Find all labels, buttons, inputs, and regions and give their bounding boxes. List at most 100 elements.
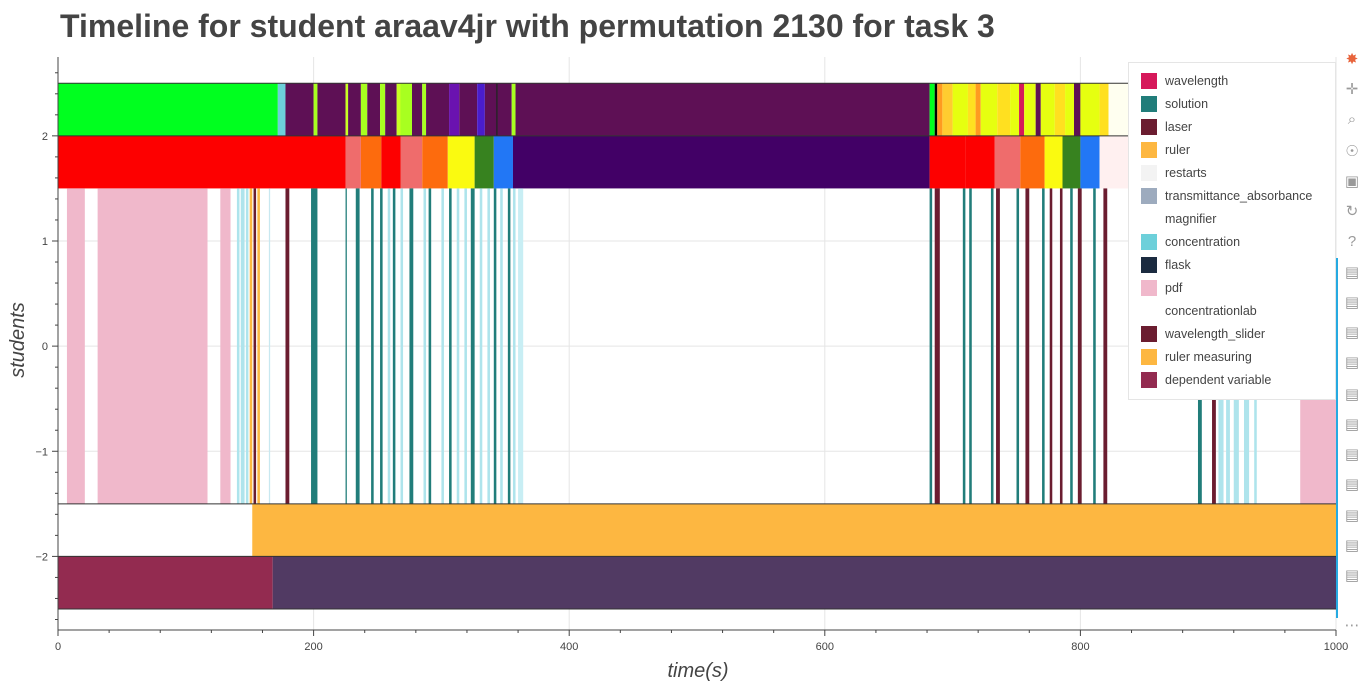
- hover-icon[interactable]: ▤: [1344, 567, 1360, 584]
- timeline-segment[interactable]: [240, 188, 245, 504]
- timeline-segment[interactable]: [449, 188, 452, 504]
- timeline-segment[interactable]: [929, 83, 935, 136]
- timeline-segment[interactable]: [952, 83, 968, 136]
- hover-icon[interactable]: ▤: [1344, 446, 1360, 463]
- legend-item[interactable]: concentration: [1129, 230, 1335, 253]
- hover-icon[interactable]: ▤: [1344, 294, 1360, 311]
- hover-icon[interactable]: ▤: [1344, 507, 1360, 524]
- timeline-segment[interactable]: [511, 83, 516, 136]
- timeline-segment[interactable]: [345, 188, 347, 504]
- timeline-segment[interactable]: [311, 188, 318, 504]
- timeline-segment[interactable]: [470, 188, 475, 504]
- timeline-segment[interactable]: [396, 83, 401, 136]
- timeline-segment[interactable]: [1040, 83, 1055, 136]
- timeline-segment[interactable]: [428, 188, 432, 504]
- timeline-segment[interactable]: [1049, 188, 1053, 504]
- timeline-segment[interactable]: [496, 83, 498, 136]
- legend-item[interactable]: laser: [1129, 115, 1335, 138]
- timeline-segment[interactable]: [1016, 188, 1020, 504]
- timeline-segment[interactable]: [367, 83, 381, 136]
- timeline-segment[interactable]: [58, 135, 346, 189]
- timeline-segment[interactable]: [996, 188, 1000, 504]
- timeline-segment[interactable]: [493, 188, 497, 504]
- timeline-segment[interactable]: [980, 83, 998, 136]
- timeline-segment[interactable]: [969, 188, 972, 504]
- timeline-segment[interactable]: [1044, 135, 1063, 189]
- timeline-segment[interactable]: [1065, 83, 1075, 136]
- legend-item[interactable]: wavelength_slider: [1129, 322, 1335, 345]
- legend-item[interactable]: flask: [1129, 253, 1335, 276]
- timeline-segment[interactable]: [518, 188, 524, 504]
- timeline-segment[interactable]: [515, 83, 930, 136]
- timeline-segment[interactable]: [345, 135, 361, 189]
- timeline-segment[interactable]: [937, 83, 943, 136]
- hover-icon[interactable]: ▤: [1344, 264, 1360, 281]
- timeline-segment[interactable]: [1074, 83, 1081, 136]
- help-icon[interactable]: ?: [1347, 232, 1357, 250]
- timeline-segment[interactable]: [66, 188, 85, 504]
- timeline-segment[interactable]: [456, 188, 460, 504]
- timeline-segment[interactable]: [484, 83, 497, 136]
- more-icon[interactable]: ⋯: [1344, 617, 1360, 634]
- timeline-segment[interactable]: [360, 135, 382, 189]
- timeline-segment[interactable]: [423, 188, 427, 504]
- timeline-segment[interactable]: [934, 188, 940, 504]
- timeline-segment[interactable]: [447, 135, 475, 189]
- timeline-segment[interactable]: [345, 83, 349, 136]
- timeline-segment[interactable]: [371, 188, 374, 504]
- timeline-segment[interactable]: [272, 556, 1337, 609]
- hover-icon[interactable]: ▤: [1344, 537, 1360, 554]
- timeline-segment[interactable]: [1019, 83, 1025, 136]
- timeline-segment[interactable]: [479, 188, 483, 504]
- legend-item[interactable]: ruler: [1129, 138, 1335, 161]
- timeline-segment[interactable]: [285, 188, 290, 504]
- hover-icon[interactable]: ▤: [1344, 476, 1360, 493]
- timeline-segment[interactable]: [512, 135, 930, 189]
- timeline-segment[interactable]: [355, 188, 360, 504]
- hover-icon[interactable]: ▤: [1344, 354, 1360, 371]
- timeline-segment[interactable]: [934, 83, 938, 136]
- legend-item[interactable]: pdf: [1129, 276, 1335, 299]
- timeline-segment[interactable]: [477, 83, 485, 136]
- timeline-segment[interactable]: [422, 135, 448, 189]
- timeline-segment[interactable]: [285, 83, 314, 136]
- bokeh-logo-icon[interactable]: ✸: [1345, 51, 1359, 68]
- timeline-segment[interactable]: [507, 188, 511, 504]
- timeline-segment[interactable]: [975, 83, 981, 136]
- timeline-segment[interactable]: [449, 83, 460, 136]
- timeline-segment[interactable]: [348, 83, 361, 136]
- timeline-segment[interactable]: [1070, 188, 1073, 504]
- timeline-segment[interactable]: [1035, 83, 1041, 136]
- timeline-segment[interactable]: [400, 83, 413, 136]
- timeline-segment[interactable]: [464, 188, 467, 504]
- timeline-segment[interactable]: [360, 83, 368, 136]
- timeline-segment[interactable]: [253, 188, 257, 504]
- legend-item[interactable]: restarts: [1129, 161, 1335, 184]
- timeline-segment[interactable]: [1025, 188, 1030, 504]
- timeline-segment[interactable]: [965, 135, 995, 189]
- timeline-segment[interactable]: [1054, 83, 1066, 136]
- timeline-segment[interactable]: [381, 135, 401, 189]
- timeline-segment[interactable]: [317, 83, 346, 136]
- box-zoom-icon[interactable]: ⌕: [1347, 110, 1357, 128]
- timeline-segment[interactable]: [400, 188, 404, 504]
- timeline-segment[interactable]: [962, 188, 966, 504]
- timeline-segment[interactable]: [426, 83, 450, 136]
- wheel-zoom-icon[interactable]: ☉: [1345, 143, 1359, 160]
- timeline-segment[interactable]: [400, 135, 423, 189]
- timeline-segment[interactable]: [474, 135, 494, 189]
- timeline-segment[interactable]: [409, 188, 414, 504]
- timeline-segment[interactable]: [58, 83, 278, 136]
- timeline-segment[interactable]: [387, 188, 391, 504]
- timeline-segment[interactable]: [412, 83, 423, 136]
- pan-icon[interactable]: ✛: [1345, 81, 1359, 98]
- legend-item[interactable]: solution: [1129, 92, 1335, 115]
- hover-icon[interactable]: ▤: [1344, 386, 1360, 403]
- timeline-segment[interactable]: [236, 188, 240, 504]
- timeline-segment[interactable]: [1077, 188, 1082, 504]
- timeline-segment[interactable]: [1103, 188, 1108, 504]
- timeline-segment[interactable]: [1024, 83, 1036, 136]
- legend-item[interactable]: dependent variable: [1129, 368, 1335, 391]
- timeline-segment[interactable]: [1080, 83, 1100, 136]
- timeline-segment[interactable]: [1042, 188, 1045, 504]
